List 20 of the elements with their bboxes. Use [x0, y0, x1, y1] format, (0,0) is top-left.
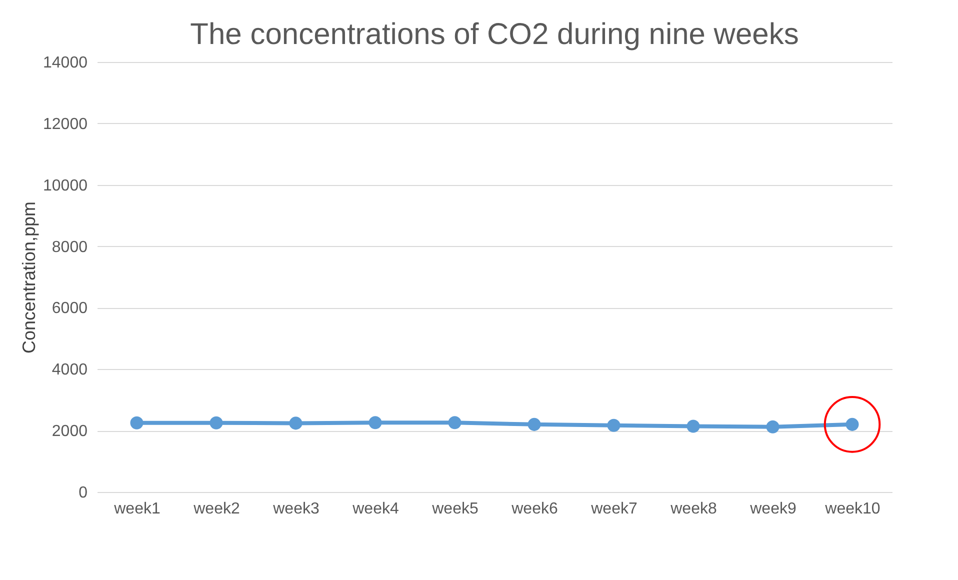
x-tick-label: week10: [824, 500, 880, 518]
y-axis-title: Concentration,ppm: [19, 201, 40, 354]
chart-title: The concentrations of CO2 during nine weeks: [190, 18, 799, 51]
x-tick-label: week1: [113, 500, 160, 518]
x-tick-label: week8: [670, 500, 717, 518]
x-tick-label: week9: [749, 500, 796, 518]
x-tick-label: week6: [510, 500, 558, 518]
x-tick-label: week4: [352, 500, 399, 518]
y-tick-label: 6000: [52, 300, 88, 318]
y-tick-label: 0: [78, 484, 88, 502]
x-tick-label: week5: [431, 500, 478, 518]
y-tick-label: 14000: [43, 54, 88, 72]
x-tick-label: week7: [590, 500, 638, 518]
y-tick-label: 4000: [52, 362, 88, 379]
x-tick-label: week3: [272, 500, 320, 518]
x-tick-label: week2: [192, 500, 240, 518]
y-tick-label: 2000: [52, 423, 88, 440]
y-tick-label: 12000: [43, 116, 88, 133]
y-tick-label: 8000: [52, 238, 88, 256]
y-tick-label: 10000: [43, 177, 88, 194]
